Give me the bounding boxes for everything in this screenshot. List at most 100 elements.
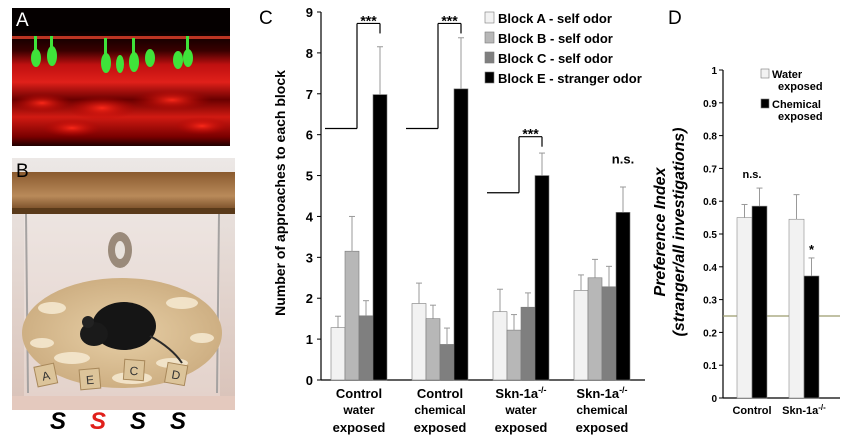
bar — [803, 275, 820, 399]
legend-swatch — [760, 68, 770, 79]
y-tick-label: 0.7 — [703, 164, 717, 175]
panel-label-c: C — [259, 8, 273, 29]
odor-label-d: S — [169, 408, 186, 435]
y-tick-label: 8 — [306, 46, 313, 61]
bar — [601, 286, 617, 381]
bar — [411, 303, 427, 381]
bar — [372, 94, 388, 381]
x-label: Skn-1a-/- — [782, 403, 826, 418]
y-tick-label: 1 — [306, 332, 313, 347]
micrograph-image — [12, 8, 230, 146]
x-label-line2: water — [504, 403, 537, 417]
chart-c: C Number of approaches to each block 0 1 2… — [259, 5, 645, 435]
y-tick-label: 0.2 — [703, 328, 717, 339]
y-tick-label: 0.1 — [703, 361, 717, 372]
bar — [520, 306, 536, 381]
wooden-block-letter: E — [85, 373, 94, 388]
legend-label-line1: Chemical — [772, 99, 821, 111]
significance-label: *** — [360, 12, 377, 28]
bar — [492, 311, 508, 381]
x-label-superscript: -/- — [818, 403, 826, 412]
legend-label-line1: Water — [772, 69, 803, 81]
wooden-block-face — [33, 362, 59, 388]
odor-label-c: S — [129, 408, 146, 435]
y-tick-label: 0 — [711, 394, 717, 405]
wooden-block-face — [78, 367, 102, 391]
cage-image: A EC D — [12, 158, 235, 410]
bar — [439, 344, 455, 381]
wooden-block-a: A — [33, 362, 59, 388]
bar — [506, 329, 522, 381]
x-label-line2: water — [342, 403, 375, 417]
x-label-superscript: -/- — [538, 385, 547, 395]
x-label-line3: exposed — [414, 420, 467, 435]
wooden-block-c: C — [122, 358, 146, 382]
wooden-block-letter: D — [171, 367, 182, 382]
odor-label-e: S — [89, 408, 106, 435]
x-label-line1: Skn-1a-/- — [576, 385, 627, 401]
significance-label: *** — [522, 126, 539, 142]
x-label-line2: chemical — [576, 403, 627, 417]
y-tick-label: 9 — [306, 5, 313, 20]
y-tick-label: 1 — [711, 66, 717, 77]
legend-label: Block B - self odor — [498, 31, 613, 46]
legend-label-line2: exposed — [778, 111, 823, 123]
bar — [358, 315, 374, 381]
bar — [330, 327, 346, 381]
bar — [534, 175, 550, 381]
bar — [344, 250, 360, 381]
x-label-line1: Control — [417, 386, 463, 401]
chart-d-ylabel-line2: (stranger/all investigations) — [671, 128, 688, 337]
y-tick-label: 0.5 — [703, 230, 717, 241]
odor-source-labels: S S S S — [38, 408, 228, 442]
x-label-line3: exposed — [333, 420, 386, 435]
panel-label-d: D — [668, 8, 682, 29]
bar — [425, 318, 441, 381]
panel-label-a: A — [16, 10, 29, 31]
bar — [453, 88, 469, 381]
wooden-block-letter: C — [129, 364, 139, 379]
x-label-superscript: -/- — [619, 385, 628, 395]
x-label-line3: exposed — [576, 420, 629, 435]
x-label-line3: exposed — [495, 420, 548, 435]
significance-label: n.s. — [612, 151, 634, 166]
bar — [615, 212, 631, 381]
significance-label: n.s. — [743, 169, 762, 181]
y-tick-label: 7 — [306, 87, 313, 102]
y-tick-label: 6 — [306, 128, 313, 143]
y-tick-label: 0.6 — [703, 197, 717, 208]
bar — [573, 290, 589, 381]
y-tick-label: 0.3 — [703, 296, 717, 307]
y-tick-label: 4 — [306, 209, 314, 224]
x-label-line1: Control — [336, 386, 382, 401]
x-label-line2: chemical — [414, 403, 465, 417]
wooden-block-face — [164, 361, 189, 387]
wooden-block-d: D — [164, 361, 189, 387]
chart-d-ylabel-line1: Preference Index — [652, 166, 669, 296]
bar — [751, 205, 768, 399]
legend-label: Block E - stranger odor — [498, 71, 642, 86]
legend-swatch — [484, 11, 495, 24]
legend-swatch — [484, 71, 495, 84]
chart-c-ylabel: Number of approaches to each block — [272, 70, 288, 316]
legend-label: Block A - self odor — [498, 11, 612, 26]
bar — [587, 277, 603, 381]
odor-label-a: S — [49, 408, 66, 435]
y-tick-label: 0 — [306, 373, 313, 388]
bar — [788, 218, 805, 399]
x-label: Control — [732, 405, 771, 417]
significance-label: * — [809, 242, 815, 257]
bar — [736, 217, 753, 399]
legend-swatch — [484, 31, 495, 44]
y-tick-label: 0.8 — [703, 132, 717, 143]
y-tick-label: 0.4 — [703, 263, 717, 274]
panel-label-b: B — [16, 161, 29, 182]
y-tick-label: 5 — [306, 169, 313, 184]
significance-label: *** — [441, 12, 458, 28]
legend-swatch — [760, 98, 770, 109]
fluorescence-micrograph — [12, 8, 230, 146]
y-tick-label: 0.9 — [703, 99, 717, 110]
legend-label: Block C - self odor — [498, 51, 613, 66]
wooden-block-face — [122, 358, 146, 382]
